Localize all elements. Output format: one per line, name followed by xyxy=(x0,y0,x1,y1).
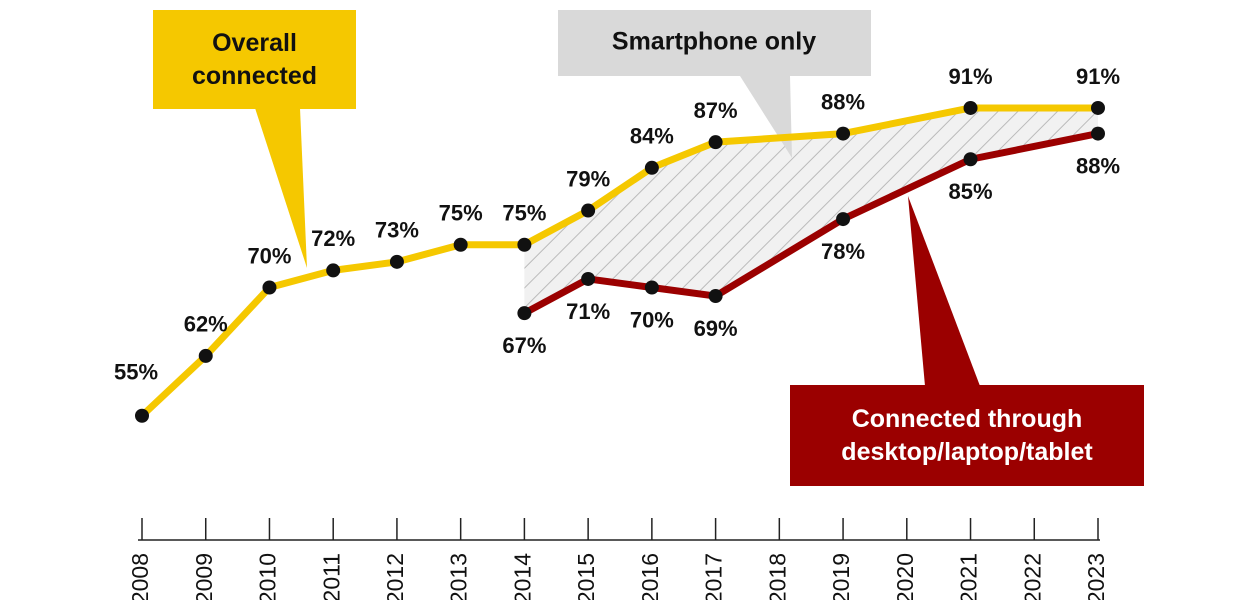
data-point xyxy=(708,289,723,304)
data-point xyxy=(644,280,659,295)
data-label: 78% xyxy=(821,239,865,264)
callout-pointer xyxy=(255,108,307,268)
data-point xyxy=(644,160,659,175)
data-point xyxy=(517,237,532,252)
callout-box xyxy=(790,385,1144,486)
x-tick-label: 2013 xyxy=(446,553,472,600)
data-label: 91% xyxy=(949,64,993,89)
data-point xyxy=(708,135,723,150)
x-tick-label: 2023 xyxy=(1083,553,1109,600)
x-tick-label: 2014 xyxy=(509,553,535,600)
x-tick-label: 2010 xyxy=(255,553,281,600)
gap-label: Smartphone only xyxy=(612,28,816,56)
data-label: 79% xyxy=(566,166,610,191)
data-point xyxy=(963,152,978,167)
data-label: 62% xyxy=(184,312,228,337)
x-tick-label: 2016 xyxy=(637,553,663,600)
data-label: 91% xyxy=(1076,64,1120,89)
x-tick-label: 2015 xyxy=(573,553,599,600)
data-point xyxy=(1091,100,1105,115)
gap-area xyxy=(524,107,1098,314)
callout-box xyxy=(153,10,356,109)
data-label: 87% xyxy=(694,98,738,123)
data-point xyxy=(581,203,596,218)
data-point xyxy=(836,126,851,141)
data-point xyxy=(836,212,851,227)
data-point xyxy=(517,306,532,321)
data-label: 88% xyxy=(821,89,865,114)
x-tick-label: 2008 xyxy=(127,553,153,600)
legend-entry: Connected through desktop/laptop/tablet xyxy=(841,404,1093,466)
data-label: 73% xyxy=(375,218,419,243)
data-point xyxy=(198,348,213,363)
x-tick-label: 2021 xyxy=(956,553,982,600)
x-tick-label: 2022 xyxy=(1019,553,1045,600)
data-label: 55% xyxy=(114,360,158,385)
data-point xyxy=(389,254,404,269)
data-label: 70% xyxy=(247,243,291,268)
data-point xyxy=(581,271,596,286)
data-label: 72% xyxy=(311,226,355,251)
x-tick-label: 2009 xyxy=(191,553,217,600)
data-point xyxy=(326,263,341,278)
legend-entry: Overall connected xyxy=(191,28,318,90)
data-point xyxy=(1091,126,1105,141)
legend-label: Connected through desktop/laptop/tablet xyxy=(841,404,1093,466)
callout-pointer xyxy=(908,196,980,386)
x-tick-label: 2019 xyxy=(828,553,854,600)
data-label: 69% xyxy=(694,316,738,341)
data-label: 85% xyxy=(949,179,993,204)
data-label: 67% xyxy=(502,333,546,358)
data-point xyxy=(262,280,277,295)
x-tick-label: 2011 xyxy=(318,553,344,600)
data-label: 88% xyxy=(1076,153,1120,178)
data-point xyxy=(453,237,468,252)
x-tick-label: 2020 xyxy=(892,553,918,600)
data-label: 70% xyxy=(630,307,674,332)
data-label: 75% xyxy=(439,201,483,226)
callout-box xyxy=(558,10,871,76)
data-label: 71% xyxy=(566,299,610,324)
x-tick-label: 2017 xyxy=(701,553,727,600)
x-tick-label: 2018 xyxy=(764,553,790,600)
data-label: 84% xyxy=(630,124,674,149)
data-point xyxy=(963,100,978,115)
data-label: 75% xyxy=(502,201,546,226)
legend-label: Overall connected xyxy=(191,28,318,90)
data-point xyxy=(135,408,149,423)
x-tick-label: 2012 xyxy=(382,553,408,600)
